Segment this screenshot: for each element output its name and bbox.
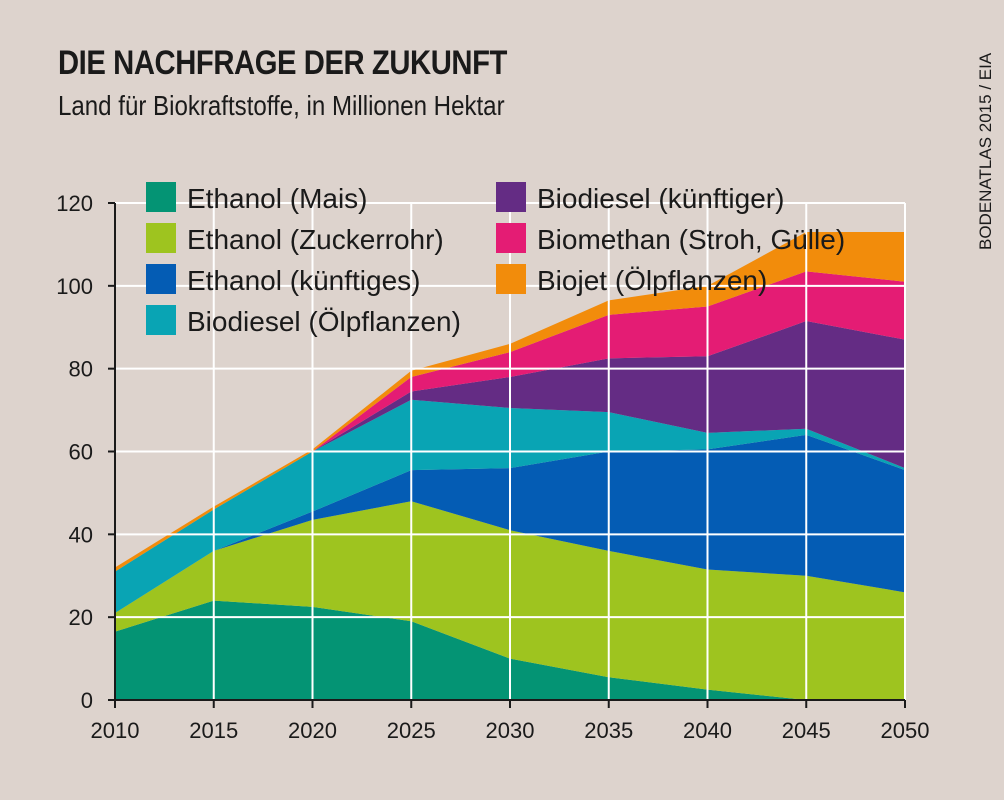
x-tick-label: 2040 <box>683 718 732 743</box>
x-tick-label: 2010 <box>91 718 140 743</box>
legend-swatch <box>496 264 526 294</box>
axes <box>108 202 906 708</box>
legend-item-biojet-ölpflanzen: Biojet (Ölpflanzen) <box>496 264 767 296</box>
y-tick-label: 60 <box>69 440 93 465</box>
y-tick-label: 100 <box>56 274 93 299</box>
area-biojet-ölpflanzen <box>115 231 905 572</box>
legend-item-biodiesel-künftiger: Biodiesel (künftiger) <box>496 182 784 214</box>
x-tick-label: 2020 <box>288 718 337 743</box>
legend-swatch <box>146 223 176 253</box>
chart-subtitle: Land für Biokraftstoffe, in Millionen He… <box>58 90 505 121</box>
y-tick-label: 0 <box>81 688 93 713</box>
legend-label: Biojet (Ölpflanzen) <box>537 265 767 296</box>
legend-item-ethanol-mais: Ethanol (Mais) <box>146 182 368 214</box>
y-tick-label: 40 <box>69 522 93 547</box>
legend-swatch <box>146 264 176 294</box>
legend-swatch <box>496 182 526 212</box>
grid-lines <box>115 202 906 700</box>
x-tick-label: 2015 <box>189 718 238 743</box>
x-tick-label: 2025 <box>387 718 436 743</box>
legend-item-biomethan-stroh-gülle: Biomethan (Stroh, Gülle) <box>496 223 845 255</box>
legend-label: Ethanol (künftiges) <box>187 265 420 296</box>
y-tick-label: 80 <box>69 357 93 382</box>
x-tick-label: 2035 <box>584 718 633 743</box>
y-tick-label: 20 <box>69 605 93 630</box>
legend-swatch <box>146 305 176 335</box>
legend-label: Biodiesel (künftiger) <box>537 183 784 214</box>
legend: Ethanol (Mais) Ethanol (Zuckerrohr) Ethano… <box>146 182 845 337</box>
legend-item-ethanol-zuckerrohr: Ethanol (Zuckerrohr) <box>146 223 444 255</box>
legend-label: Ethanol (Mais) <box>187 183 368 214</box>
y-tick-label: 120 <box>56 191 93 216</box>
legend-label: Biodiesel (Ölpflanzen) <box>187 306 461 337</box>
x-tick-label: 2030 <box>486 718 535 743</box>
legend-swatch <box>496 223 526 253</box>
chart-title: DIE NACHFRAGE DER ZUKUNFT <box>58 44 507 82</box>
x-tick-label: 2045 <box>782 718 831 743</box>
legend-label: Ethanol (Zuckerrohr) <box>187 224 444 255</box>
x-tick-label: 2050 <box>881 718 930 743</box>
legend-item-ethanol-künftiges: Ethanol (künftiges) <box>146 264 420 296</box>
legend-swatch <box>146 182 176 212</box>
legend-item-biodiesel-ölpflanzen: Biodiesel (Ölpflanzen) <box>146 305 461 337</box>
legend-label: Biomethan (Stroh, Gülle) <box>537 224 845 255</box>
